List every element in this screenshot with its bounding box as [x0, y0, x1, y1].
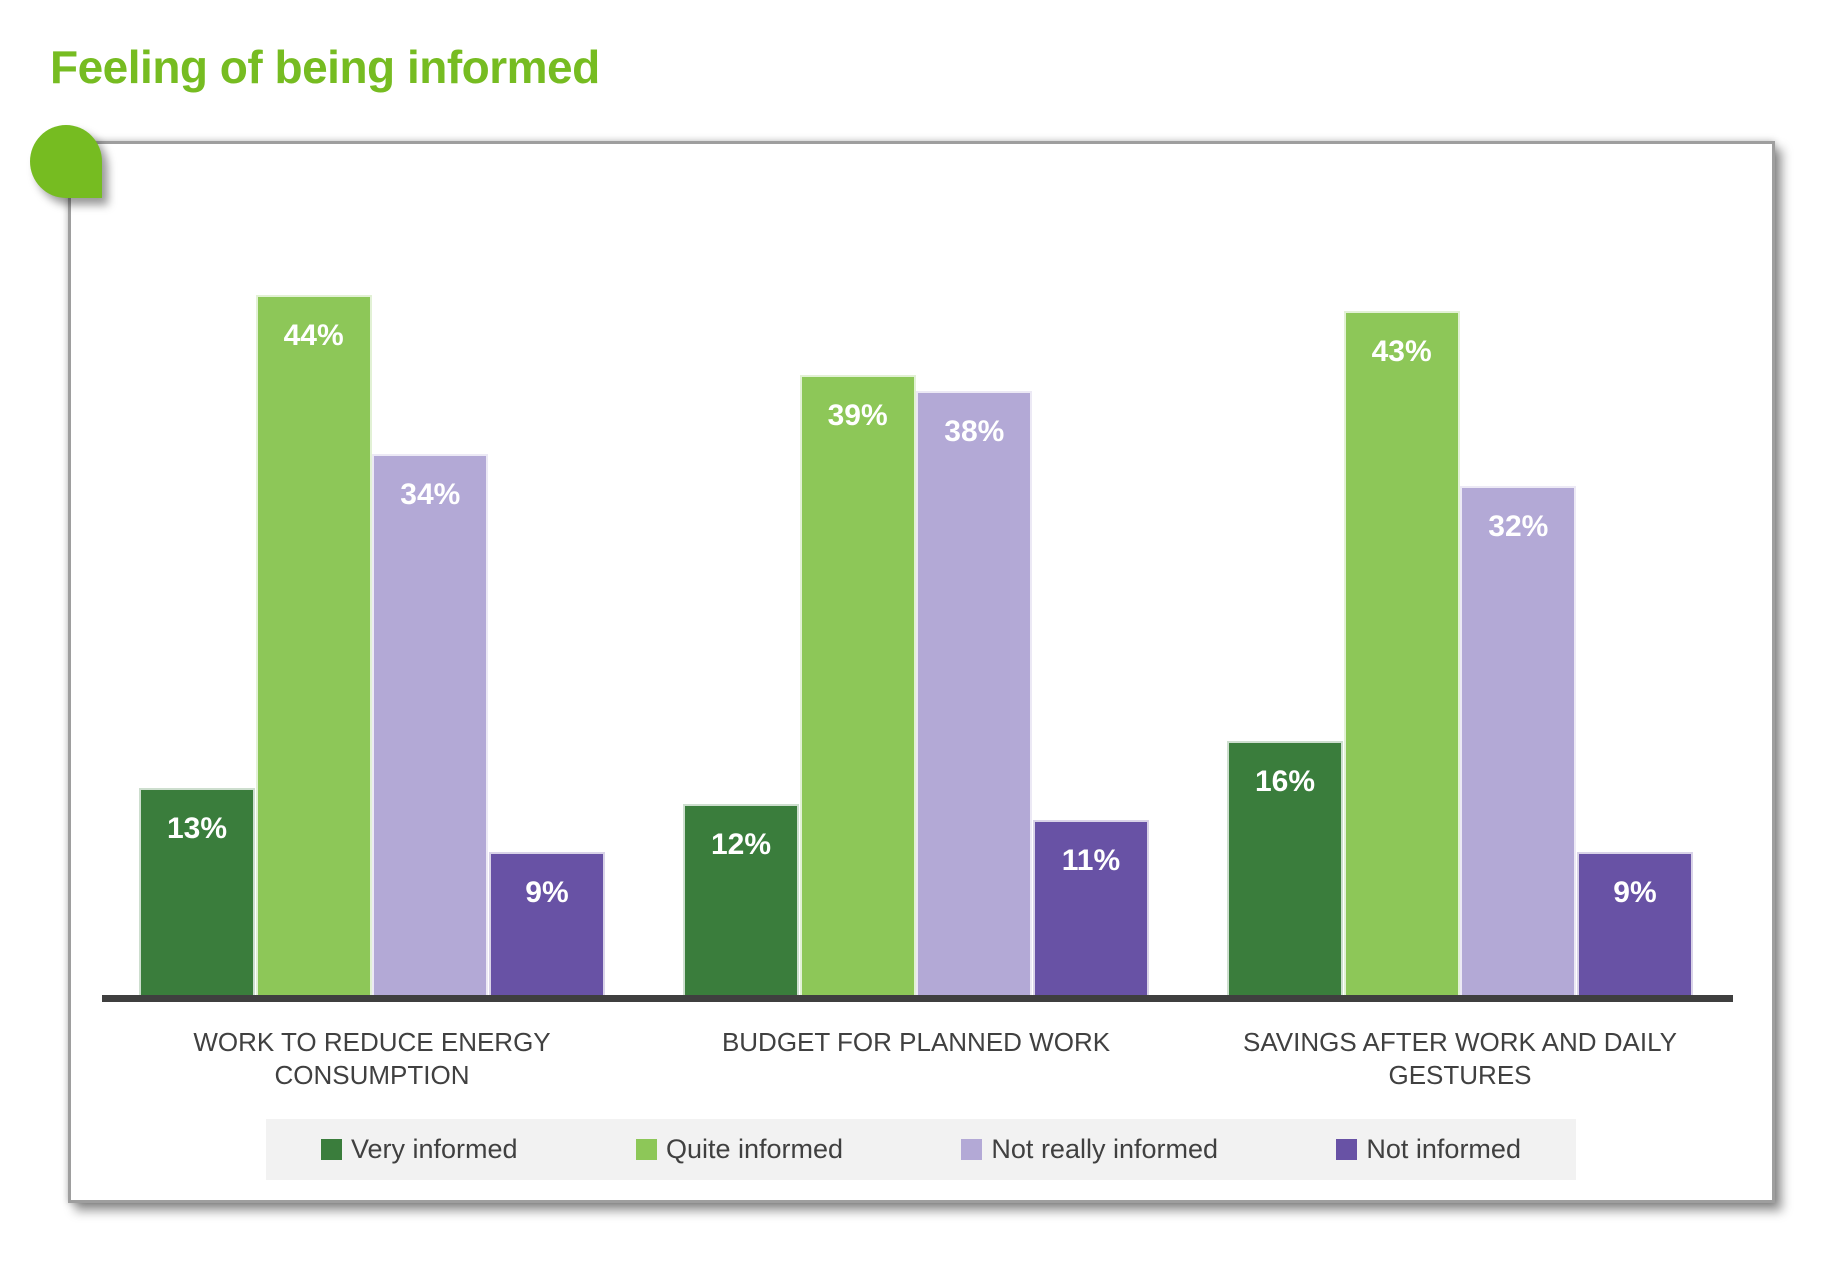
- bar-value-label: 16%: [1254, 765, 1316, 798]
- bar-value-label: 39%: [827, 399, 888, 432]
- category-label-0: WORK TO REDUCE ENERGY CONSUMPTION: [193, 1027, 551, 1091]
- bar-very-informed-2: 16%: [1227, 741, 1343, 995]
- category-labels-row: WORK TO REDUCE ENERGY CONSUMPTION BUDGET …: [139, 1026, 1693, 1093]
- chart-panel: 13% 44% 34% 9% 12% 39% 38% 11% 16% 43% 32% 9% WORK …: [68, 141, 1775, 1203]
- legend-label: Quite informed: [665, 1134, 844, 1164]
- bar-group-1: 12% 39% 38% 11%: [683, 375, 1149, 995]
- bar-value-label: 32%: [1488, 510, 1549, 543]
- bar-very-informed-0: 13%: [139, 788, 255, 995]
- legend-swatch-not-informed: [1336, 1139, 1358, 1160]
- bar-quite-informed-1: 39%: [799, 375, 916, 995]
- bar-value-label: 12%: [710, 828, 772, 861]
- bar-very-informed-1: 12%: [683, 804, 799, 995]
- bar-value-label: 9%: [1613, 876, 1657, 909]
- bar-quite-informed-0: 44%: [255, 295, 372, 995]
- bar-value-label: 38%: [944, 415, 1005, 448]
- bar-value-label: 34%: [400, 478, 461, 511]
- legend-item-quite-informed: Quite informed: [635, 1134, 844, 1165]
- legend-item-not-informed: Not informed: [1336, 1134, 1521, 1165]
- page-title: Feeling of being informed: [50, 41, 600, 93]
- bar-not-really-informed-0: 34%: [372, 454, 489, 995]
- bar-group-0: 13% 44% 34% 9%: [139, 295, 605, 995]
- legend-label: Not really informed: [991, 1134, 1219, 1164]
- bar-value-label: 44%: [283, 319, 344, 352]
- bar-not-informed-0: 9%: [488, 852, 605, 995]
- corner-blob-shape: [30, 125, 102, 198]
- legend-swatch-very-informed: [321, 1139, 342, 1160]
- bar-quite-informed-2: 43%: [1343, 311, 1460, 995]
- legend-label: Not informed: [1366, 1134, 1521, 1164]
- category-label-2: SAVINGS AFTER WORK AND DAILY GESTURES: [1243, 1027, 1677, 1091]
- legend-swatch-not-really-informed: [961, 1139, 983, 1160]
- legend-item-not-really-informed: Not really informed: [961, 1134, 1218, 1165]
- legend-swatch-quite-informed: [635, 1139, 657, 1160]
- chart-legend: Very informed Quite informed Not really in…: [266, 1119, 1576, 1180]
- x-axis-line: [102, 995, 1733, 1002]
- legend-item-very-informed: Very informed: [321, 1134, 518, 1165]
- bar-value-label: 11%: [1061, 844, 1121, 877]
- bar-value-label: 13%: [166, 812, 228, 845]
- plot-area: 13% 44% 34% 9% 12% 39% 38% 11% 16% 43% 32% 9%: [139, 225, 1693, 995]
- bar-not-informed-2: 9%: [1576, 852, 1693, 995]
- bar-value-label: 9%: [525, 876, 569, 909]
- bar-not-really-informed-2: 32%: [1460, 486, 1577, 995]
- bar-value-label: 43%: [1371, 335, 1432, 368]
- category-label-1: BUDGET FOR PLANNED WORK: [721, 1027, 1111, 1057]
- legend-label: Very informed: [351, 1134, 518, 1164]
- bar-not-really-informed-1: 38%: [916, 391, 1033, 995]
- bar-group-2: 16% 43% 32% 9%: [1227, 311, 1693, 995]
- bar-not-informed-1: 11%: [1032, 820, 1149, 995]
